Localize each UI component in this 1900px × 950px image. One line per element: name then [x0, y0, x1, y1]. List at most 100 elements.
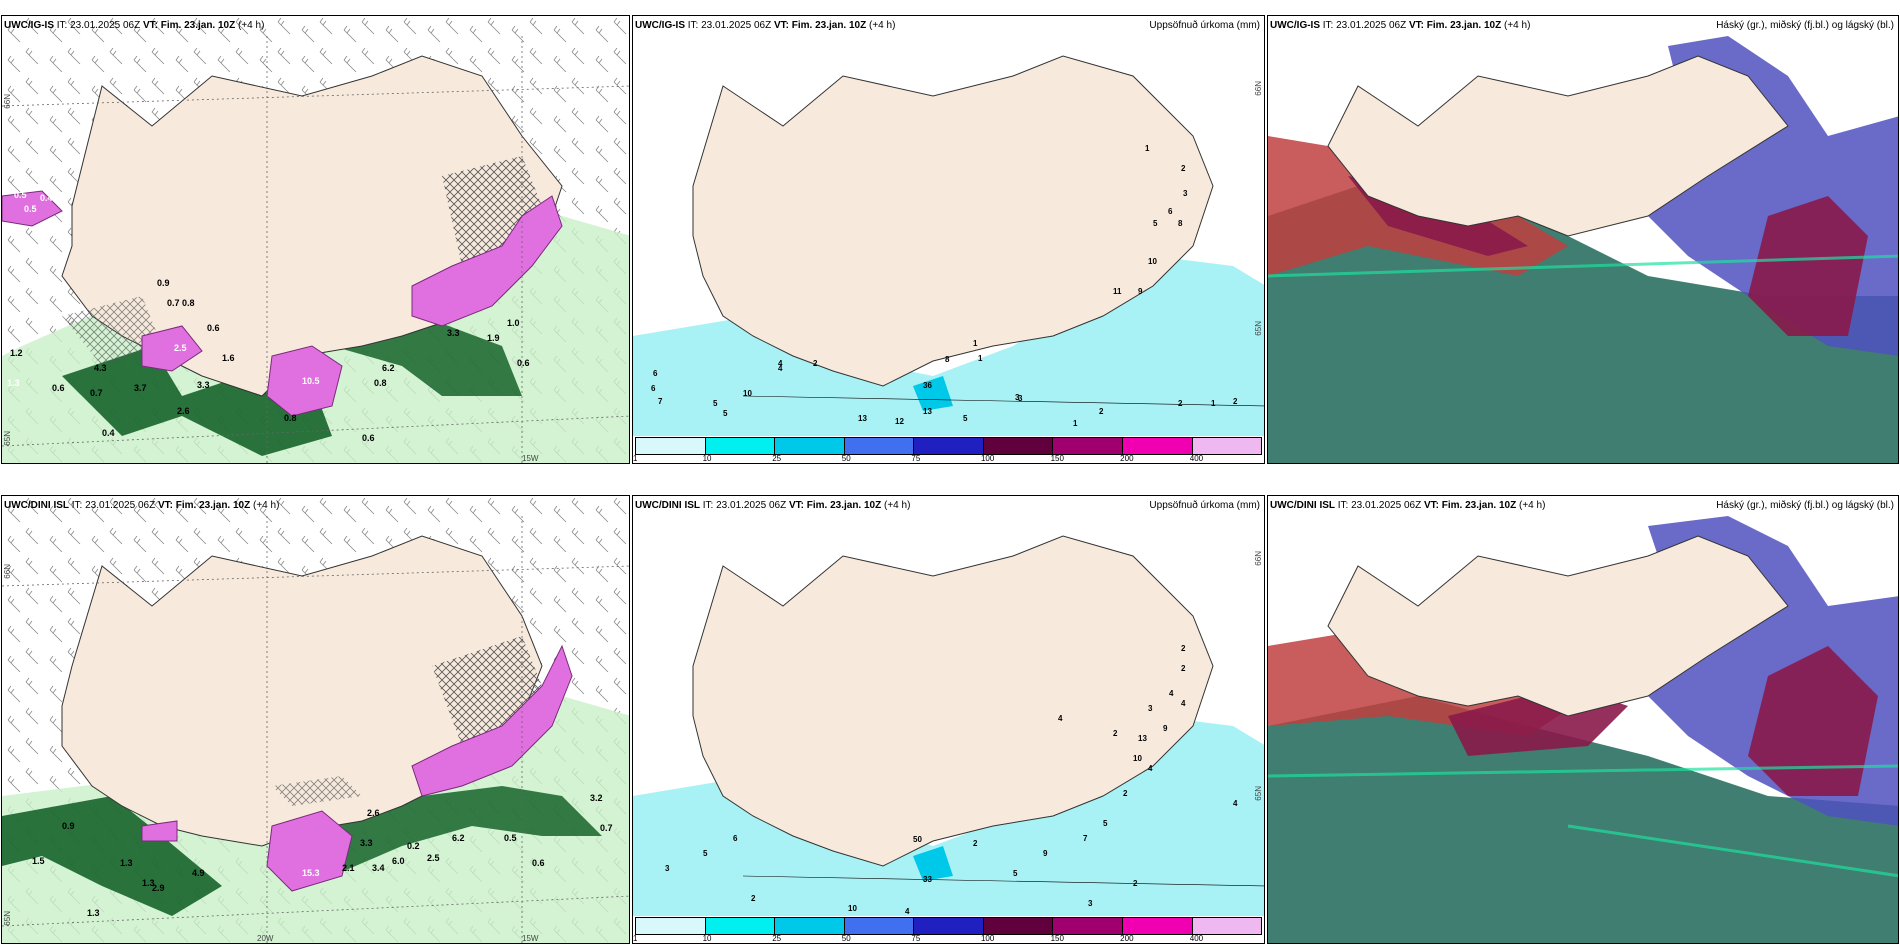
precip-label: 10 [743, 389, 752, 398]
precip-label: 1 [978, 354, 983, 363]
wind-label: 1.9 [487, 333, 500, 343]
precip-label: 5 [963, 414, 968, 423]
colorbar-tick: 75 [911, 454, 921, 463]
wind-label: 3.3 [360, 838, 373, 848]
precip-label: 12 [895, 417, 904, 426]
precip-label: 4 [1181, 699, 1186, 708]
panel-precip-dini: 2 2 4 4 3 9 13 10 2 4 2 4 5 7 9 5 3 2 10… [632, 495, 1265, 944]
precip-label: 13 [1138, 734, 1147, 743]
precip-label: 10 [848, 904, 857, 913]
colorbar-cell [1192, 918, 1262, 934]
precip-label: 2 [813, 359, 818, 368]
colorbar-cell [775, 918, 845, 934]
precip-label: 3 [1088, 899, 1093, 908]
wind-label: 0.4 [40, 193, 53, 203]
wind-label: 0.6 [517, 358, 530, 368]
lat-label-66n: 66N [3, 94, 12, 109]
wind-label: 2.6 [367, 808, 380, 818]
wind-label: 0.8 [284, 413, 297, 423]
panel-subtitle: Uppsöfnuð úrkoma (mm) [1149, 500, 1260, 511]
wind-label: 1.3 [87, 908, 100, 918]
colorbar-cell [1053, 438, 1123, 454]
wind-label: 2.6 [177, 406, 190, 416]
panel-title: UWC/IG-IS IT: 23.01.2025 06Z VT: Fim. 23… [1270, 20, 1531, 31]
colorbar-cells [635, 917, 1262, 935]
lat-label-65n: 65N [3, 911, 12, 926]
wind-label: 1.6 [222, 353, 235, 363]
precip-label: 3 [1015, 393, 1020, 402]
precip-label: 1 [1073, 419, 1078, 428]
colorbar-tick: 200 [1120, 934, 1134, 943]
precip-label: 3 [1018, 394, 1023, 403]
lat-label-66n: 66N [3, 564, 12, 579]
map-precip-dini: 2 2 4 4 3 9 13 10 2 4 2 4 5 7 9 5 3 2 10… [633, 535, 1264, 916]
precip-label: 11 [1113, 287, 1122, 296]
wind-label: 2.5 [174, 343, 187, 353]
wind-label: 1.0 [507, 318, 520, 328]
wind-label: 1.2 [10, 348, 23, 358]
wind-label: 2.1 [342, 863, 355, 873]
precip-label: 10 [1148, 257, 1157, 266]
lat-label-65n: 65N [1254, 786, 1263, 801]
wind-label: 4.3 [94, 363, 107, 373]
wind-label: 0.6 [207, 323, 220, 333]
wind-label: 4.9 [192, 868, 205, 878]
colorbar-cell [844, 918, 915, 934]
precip-label: 33 [923, 875, 932, 884]
precip-label: 2 [1178, 399, 1183, 408]
wind-label: 0.4 [102, 428, 115, 438]
wind-label: 3.2 [590, 793, 603, 803]
lat-label-65n: 65N [3, 431, 12, 446]
colorbar-tick: 100 [980, 934, 995, 943]
precip-label: 2 [1181, 644, 1186, 653]
colorbar-tick: 1 [633, 934, 638, 943]
wind-label: 0.6 [532, 858, 545, 868]
precip-label: 50 [913, 835, 922, 844]
precip-label: 5 [1103, 819, 1108, 828]
wind-label: 1.5 [32, 856, 45, 866]
colorbar-cell [914, 918, 984, 934]
precip-label: 4 [778, 359, 783, 368]
panel-subtitle: Háský (gr.), miðský (fj.bl.) og lágský (… [1716, 500, 1894, 511]
colorbar-cell [1192, 438, 1262, 454]
colorbar-tick: 400 [1189, 934, 1204, 943]
precip-label: 9 [1163, 724, 1168, 733]
precip-label: 9 [1043, 849, 1048, 858]
lon-label-15w: 15W [522, 934, 539, 943]
precip-label: 2 [1233, 397, 1238, 406]
panel-wind-dini: 0.9 1.5 2.9 1.3 4.9 2.6 6.2 0.5 3.2 0.7 … [1, 495, 630, 944]
panel-title: UWC/IG-IS IT: 23.01.2025 06Z VT: Fim. 23… [4, 20, 265, 31]
wind-label: 15.3 [302, 868, 320, 878]
panel-subtitle: Uppsöfnuð úrkoma (mm) [1149, 20, 1260, 31]
precip-label: 1 [1145, 144, 1150, 153]
precip-label: 2 [973, 839, 978, 848]
wind-label: 10.5 [302, 376, 320, 386]
precip-colorbar: 1 10 25 50 75 100 150 200 400 [633, 435, 1264, 463]
lat-label-65n: 65N [1254, 321, 1263, 336]
wind-label: 2.9 [152, 883, 165, 893]
panel-subtitle: Háský (gr.), miðský (fj.bl.) og lágský (… [1716, 20, 1894, 31]
wind-label: 3.3 [197, 380, 210, 390]
colorbar-cell [705, 918, 776, 934]
map-clouds-igis [1268, 36, 1898, 463]
precip-label: 2 [1181, 664, 1186, 673]
colorbar-tick: 50 [841, 454, 851, 463]
colorbar-cell [636, 438, 706, 454]
precip-label: 5 [1013, 869, 1018, 878]
colorbar-cell [1053, 918, 1123, 934]
colorbar-cells [635, 437, 1262, 455]
wind-label: 0.8 [182, 298, 195, 308]
precip-label: 1 [973, 339, 978, 348]
colorbar-tick: 25 [772, 934, 782, 943]
precip-label: 6 [1168, 207, 1173, 216]
colorbar-tick: 50 [841, 934, 851, 943]
map-wind-igis: 0.5 0.4 0.5 2.5 10.5 1.3 0.9 0.7 0.8 1.2… [2, 16, 629, 463]
colorbar-cell [1122, 918, 1193, 934]
precip-label: 4 [905, 907, 910, 916]
colorbar-cell [636, 918, 706, 934]
precip-label: 4 [1148, 764, 1153, 773]
wind-label: 0.5 [24, 204, 37, 214]
precip-label: 8 [945, 355, 950, 364]
colorbar-cell [983, 438, 1054, 454]
wind-label: 1.3 [7, 378, 20, 388]
